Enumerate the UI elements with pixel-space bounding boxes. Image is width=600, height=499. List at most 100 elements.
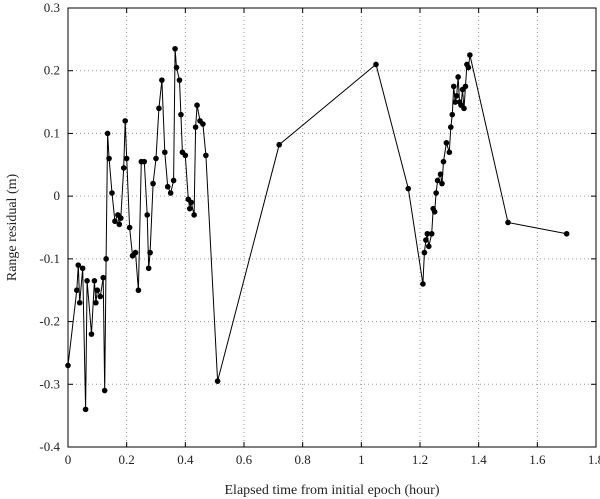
data-point [424, 230, 431, 237]
data-point [91, 278, 98, 284]
data-point [428, 230, 435, 237]
data-point [65, 362, 71, 369]
data-point [192, 124, 199, 130]
data-point [449, 111, 456, 118]
data-point [79, 265, 86, 272]
data-point [563, 230, 570, 237]
data-point [170, 177, 177, 184]
data-point [162, 149, 168, 156]
axis-ticks [67, 7, 597, 448]
data-point [188, 199, 194, 206]
data-point [191, 212, 197, 218]
data-point [106, 155, 112, 162]
data-point [276, 141, 283, 148]
data-point [135, 287, 142, 294]
series-residuals [65, 45, 570, 413]
data-point [104, 130, 111, 137]
data-point [186, 205, 193, 212]
data-point [123, 155, 130, 162]
data-point [433, 190, 439, 196]
data-point [144, 212, 150, 218]
data-point [153, 155, 159, 162]
y-axis-tick-labels: 0.3 0.2 0.1 0 -0.1 -0.2 -0.3 -0.4 [39, 0, 60, 454]
y-axis-label: Range residual (m) [5, 174, 20, 282]
data-point [465, 64, 472, 71]
data-point [178, 111, 184, 118]
plot-frame [67, 7, 597, 448]
y-tick-label: 0.1 [44, 125, 60, 140]
data-point [122, 118, 128, 124]
data-point [453, 93, 460, 99]
data-point [182, 152, 189, 159]
data-point [97, 293, 104, 300]
data-point [194, 102, 200, 109]
y-tick-label: 0 [54, 188, 61, 203]
data-point [132, 249, 139, 256]
data-point [426, 243, 432, 250]
data-point [145, 265, 152, 272]
data-point [126, 224, 133, 231]
data-point [109, 190, 115, 196]
data-point [93, 299, 99, 306]
data-point [421, 249, 428, 256]
data-point [423, 237, 429, 243]
data-point [443, 140, 450, 146]
data-point [505, 219, 511, 226]
data-point [455, 74, 461, 80]
data-point [120, 165, 127, 171]
data-point [94, 287, 101, 294]
data-point [141, 158, 148, 165]
x-tick-label: 1.8 [588, 452, 600, 467]
data-point [420, 281, 426, 287]
y-tick-label: -0.1 [39, 251, 60, 266]
grid-lines [68, 8, 596, 447]
y-tick-label: -0.4 [39, 439, 60, 454]
data-point [88, 331, 95, 337]
data-point [452, 99, 459, 105]
x-tick-label: 1.4 [471, 452, 488, 467]
data-point [75, 262, 82, 268]
data-point [164, 183, 171, 190]
data-point [462, 83, 469, 90]
data-point [82, 406, 89, 413]
data-point [103, 256, 109, 262]
data-point [116, 221, 123, 228]
data-point [373, 61, 379, 68]
data-point [112, 218, 118, 225]
data-point [203, 152, 209, 159]
data-point [84, 278, 90, 284]
x-tick-label: 1.6 [529, 452, 546, 467]
data-point [74, 287, 80, 294]
data-point [437, 171, 444, 177]
data-point [147, 249, 153, 256]
data-point [156, 105, 162, 112]
data-point [76, 299, 83, 306]
data-point [159, 77, 165, 83]
data-point [101, 387, 108, 394]
data-point [167, 190, 174, 196]
data-point [440, 158, 447, 165]
data-point [431, 209, 438, 215]
y-tick-label: 0.3 [44, 0, 60, 15]
x-tick-label: 0 [65, 452, 72, 467]
x-axis-tick-labels: 0 0.2 0.4 0.6 0.8 1 1.2 1.4 1.6 1.8 [65, 452, 600, 467]
data-point [450, 83, 457, 90]
data-point [118, 215, 124, 221]
x-tick-label: 1 [358, 452, 365, 467]
x-axis-label: Elapsed time from initial epoch (hour) [225, 483, 440, 498]
x-tick-label: 0.8 [295, 452, 311, 467]
data-point [434, 177, 441, 184]
data-point [448, 124, 454, 130]
data-point [200, 121, 206, 127]
data-point [172, 45, 178, 52]
data-point [100, 274, 106, 281]
y-tick-label: -0.2 [39, 314, 60, 329]
series-line [67, 48, 567, 410]
data-point [405, 185, 412, 192]
data-point [461, 105, 467, 112]
y-tick-label: -0.3 [39, 376, 60, 391]
data-point [173, 64, 180, 71]
data-point [439, 180, 445, 187]
x-tick-label: 0.4 [177, 452, 194, 467]
